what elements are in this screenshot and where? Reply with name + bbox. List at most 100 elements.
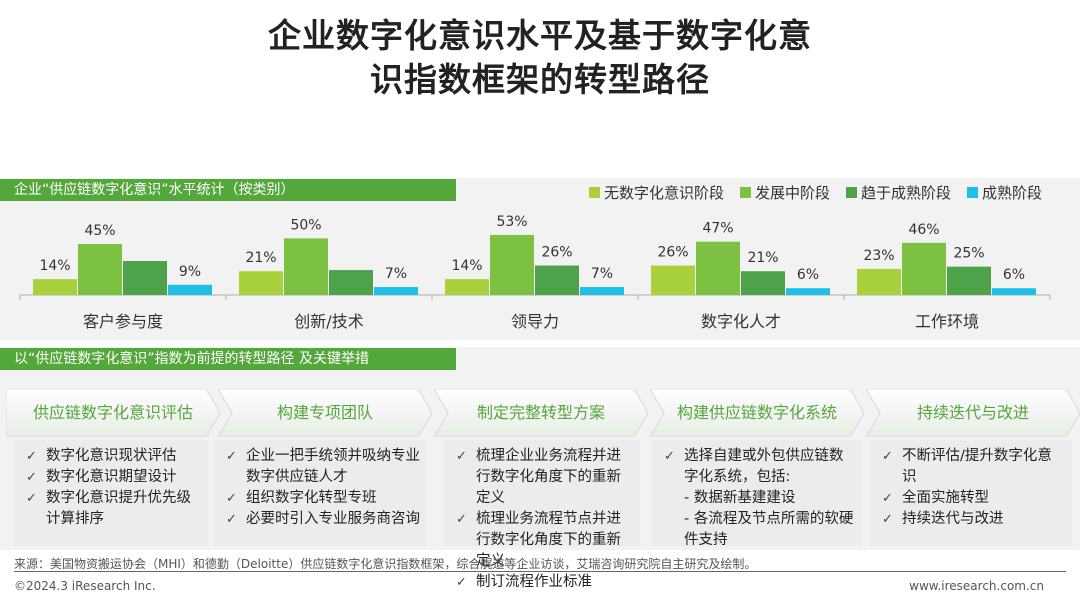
list-item: ✓ 选择自建或外包供应链数字化系统，包括: xyxy=(662,446,856,488)
list-item-text: 必要时引入专业服务商咨询 xyxy=(246,511,420,527)
list-item: ✓ 全面实施转型 xyxy=(880,488,1066,509)
category-label: 数字化人才 xyxy=(701,312,781,331)
check-icon: ✓ xyxy=(664,449,675,464)
bar xyxy=(651,265,695,295)
step-box-1: ✓ 数字化意识现状评估 ✓ 数字化意识期望设计 ✓ 数字化意识提升优先级计算排序 xyxy=(14,440,208,546)
data-label: 7% xyxy=(385,266,407,282)
list-item-text: 数字化意识期望设计 xyxy=(46,469,177,485)
step-arrow-3: 制定完整转型方案 xyxy=(434,389,648,437)
check-icon: ✓ xyxy=(882,449,893,464)
list-item: ✓ 数字化意识现状评估 xyxy=(24,446,202,467)
step-box-4: ✓ 选择自建或外包供应链数字化系统，包括: - 数据新基建建设 - 各流程及节点所需的… xyxy=(652,440,862,548)
legend-label: 发展中阶段 xyxy=(754,184,830,202)
bar xyxy=(445,279,489,295)
list-item: ✓ 数字化意识提升优先级计算排序 xyxy=(24,488,202,530)
list-item-text: 企业一把手统领并吸纳专业数字供应链人才 xyxy=(246,448,420,485)
data-label: 23% xyxy=(863,248,894,264)
list-item-text: 持续迭代与改进 xyxy=(902,511,1004,527)
step-label: 持续迭代与改进 xyxy=(916,403,1029,422)
list-item-text: 选择自建或外包供应链数字化系统，包括: xyxy=(684,448,844,485)
list-subitem-text: - 数据新基建建设 xyxy=(684,490,796,506)
category-label: 客户参与度 xyxy=(83,312,163,331)
check-icon: ✓ xyxy=(456,512,467,527)
data-label: 6% xyxy=(797,267,819,283)
list-item-text: 数字化意识现状评估 xyxy=(46,448,177,464)
list-item: ✓ 持续迭代与改进 xyxy=(880,509,1066,530)
bar xyxy=(490,234,534,295)
data-label: 47% xyxy=(702,221,733,237)
category-label: 领导力 xyxy=(511,312,559,331)
legend-label: 趋于成熟阶段 xyxy=(860,184,951,202)
chart-legend: 无数字化意识阶段 发展中阶段 趋于成熟阶段 成熟阶段 xyxy=(588,182,1042,203)
legend-label: 成熟阶段 xyxy=(981,184,1042,202)
data-label: 21% xyxy=(747,250,778,266)
legend-item-developing: 发展中阶段 xyxy=(739,182,830,203)
step-arrow-5: 持续迭代与改进 xyxy=(866,389,1080,437)
list-item: ✓ 梳理业务流程节点并进行数字化角度下的重新定义 xyxy=(454,509,634,572)
step-arrow-1: 供应链数字化意识评估 xyxy=(6,389,220,437)
data-label: 26% xyxy=(657,245,688,261)
page-title-line1: 企业数字化意识水平及基于数字化意 xyxy=(268,16,812,55)
data-label: 6% xyxy=(1003,267,1025,283)
category-label: 工作环境 xyxy=(915,312,979,331)
data-label: 21% xyxy=(245,250,276,266)
bar xyxy=(947,266,991,295)
step-label: 供应链数字化意识评估 xyxy=(32,403,193,422)
data-label: 26% xyxy=(541,245,572,261)
list-item: ✓ 制订流程作业标准 xyxy=(454,572,634,593)
legend-swatch xyxy=(845,187,857,198)
website-link[interactable]: www.iresearch.com.cn xyxy=(909,579,1044,593)
step-arrows: 供应链数字化意识评估 构建专项团队 制定完整转型方案 构建供应链数字化系统 持续迭代与改… xyxy=(6,389,1080,437)
bar xyxy=(857,268,901,295)
check-icon: ✓ xyxy=(26,470,37,485)
list-item-text: 不断评估/提升数字化意识 xyxy=(902,448,1052,485)
check-icon: ✓ xyxy=(26,449,37,464)
step-arrow-4: 构建供应链数字化系统 xyxy=(650,389,864,437)
page-title: 企业数字化意识水平及基于数字化意 识指数框架的转型路径 xyxy=(0,14,1080,102)
check-icon: ✓ xyxy=(456,575,467,590)
bar xyxy=(580,287,624,295)
bar xyxy=(786,288,830,295)
step-box-3: ✓ 梳理企业业务流程并进行数字化角度下的重新定义 ✓ 梳理业务流程节点并进行数字化角度… xyxy=(444,440,640,590)
legend-item-mature: 成熟阶段 xyxy=(966,182,1042,203)
data-label: 45% xyxy=(84,223,115,239)
list-item: ✓ 必要时引入专业服务商咨询 xyxy=(224,509,420,530)
data-label: 14% xyxy=(451,258,482,274)
step-label: 制定完整转型方案 xyxy=(476,403,605,422)
source-note: 来源：美国物资搬运协会（MHI）和德勤（Deloitte）供应链数字化意识指数框… xyxy=(14,557,757,571)
bar xyxy=(123,261,167,295)
check-icon: ✓ xyxy=(226,491,237,506)
step-arrow-2: 构建专项团队 xyxy=(218,389,432,437)
chevron-shape xyxy=(866,389,1080,437)
check-icon: ✓ xyxy=(26,491,37,506)
copyright: ©2024.3 iResearch Inc. xyxy=(14,579,156,593)
legend-item-maturing: 趋于成熟阶段 xyxy=(845,182,951,203)
chart-band xyxy=(0,178,1080,340)
step-label: 构建供应链数字化系统 xyxy=(676,403,837,422)
data-label: 9% xyxy=(179,264,201,280)
list-item-text: 全面实施转型 xyxy=(902,490,989,506)
legend-item-none: 无数字化意识阶段 xyxy=(588,182,724,203)
check-icon: ✓ xyxy=(226,449,237,464)
bar xyxy=(33,279,77,295)
bar xyxy=(78,244,122,295)
legend-swatch xyxy=(739,187,751,198)
list-subitem: - 各流程及节点所需的软硬件支持 xyxy=(662,509,856,551)
list-item-text: 梳理业务流程节点并进行数字化角度下的重新定义 xyxy=(476,511,621,569)
list-item: ✓ 数字化意识期望设计 xyxy=(24,467,202,488)
bar xyxy=(168,284,212,295)
list-item: ✓ 企业一把手统领并吸纳专业数字供应链人才 xyxy=(224,446,420,488)
chart-section-label: 企业“供应链数字化意识”水平统计（按类别） xyxy=(0,179,456,201)
footer-divider xyxy=(14,571,1066,572)
data-label: 25% xyxy=(953,246,984,262)
chevron-shape xyxy=(434,389,648,437)
data-label: 14% xyxy=(39,258,70,274)
bar xyxy=(696,241,740,295)
data-label: 7% xyxy=(591,266,613,282)
list-item: ✓ 组织数字化转型专班 xyxy=(224,488,420,509)
list-item: ✓ 梳理企业业务流程并进行数字化角度下的重新定义 xyxy=(454,446,634,509)
bar xyxy=(992,288,1036,295)
check-icon: ✓ xyxy=(882,491,893,506)
check-icon: ✓ xyxy=(882,512,893,527)
bar xyxy=(239,271,283,295)
